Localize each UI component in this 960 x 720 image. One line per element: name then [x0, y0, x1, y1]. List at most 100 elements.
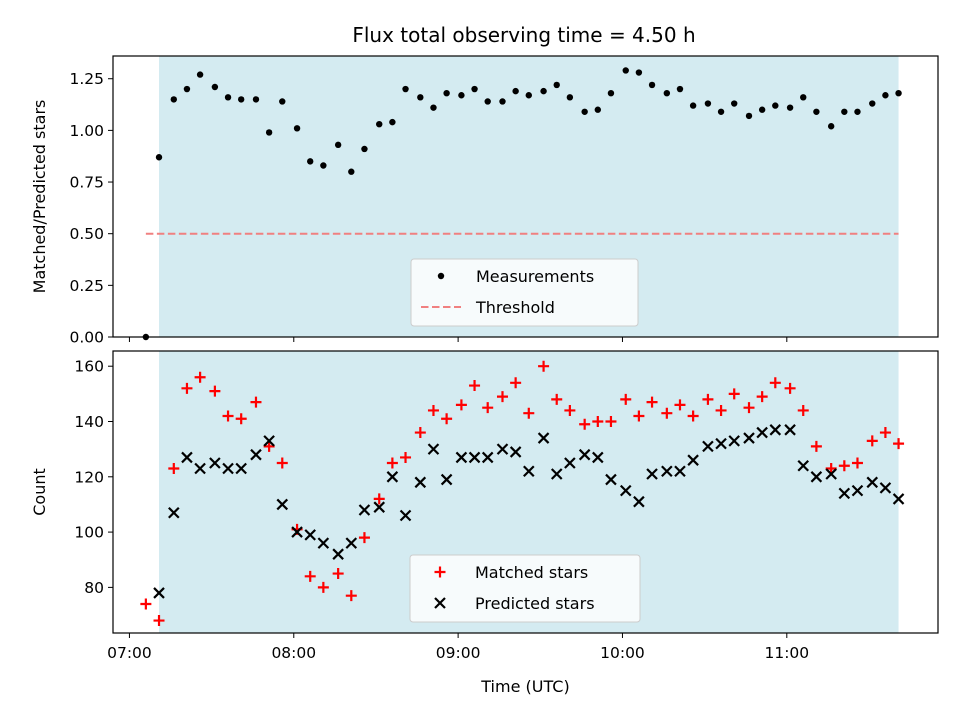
x-tick-label: 07:00	[107, 644, 152, 662]
matched-stars-point	[469, 380, 481, 392]
predicted-stars-point	[509, 446, 522, 458]
matched-stars-point	[810, 440, 822, 452]
predicted-stars-point	[468, 451, 481, 464]
legend-entry-measurements: Measurements	[437, 267, 594, 286]
measurement-point	[882, 92, 889, 99]
measurement-point	[841, 108, 848, 115]
x-tick-label: 09:00	[436, 644, 481, 662]
matched-stars-point	[140, 598, 152, 610]
predicted-stars-point	[838, 487, 851, 500]
matched-stars-point	[168, 463, 180, 474]
matched-stars-point	[866, 435, 878, 447]
predicted-stars-point	[646, 468, 658, 480]
legend-label-measurements: Measurements	[476, 267, 594, 286]
matched-stars-point	[784, 382, 796, 394]
matched-stars-point	[538, 360, 550, 372]
matched-stars-point	[620, 393, 632, 405]
matched-stars-point	[276, 457, 288, 469]
matched-stars-point	[797, 404, 809, 416]
measurement-point	[827, 123, 835, 130]
predicted-stars-point	[825, 468, 837, 480]
top-y-tick-label: 0.50	[69, 225, 104, 243]
top-y-tick-label: 1.25	[69, 70, 104, 88]
measurement-point	[772, 102, 779, 109]
predicted-stars-point	[373, 501, 386, 513]
top-y-tick-label: 0.00	[69, 329, 104, 347]
predicted-stars-point	[153, 587, 165, 599]
measurement-point	[635, 69, 643, 76]
legend-entry-predicted-stars: Predicted stars	[434, 594, 595, 613]
matched-stars-point	[633, 410, 645, 422]
predicted-stars-point	[250, 448, 262, 461]
matched-stars-point	[304, 570, 316, 582]
top-panel-ylabel: Matched/Predicted stars	[30, 100, 49, 294]
legend-entry-matched-stars: Matched stars	[434, 563, 588, 582]
measurement-point	[622, 67, 629, 74]
predicted-stars-point	[866, 476, 879, 489]
matched-stars-point	[743, 402, 755, 414]
predicted-stars-point	[414, 476, 427, 489]
matched-stars-point	[510, 377, 522, 389]
predicted-stars-point	[715, 437, 727, 450]
measurement-point	[224, 94, 232, 101]
matched-stars-point	[646, 396, 658, 408]
matched-stars-point	[523, 407, 535, 419]
matched-stars-point	[250, 396, 262, 408]
predicted-stars-point	[317, 537, 330, 549]
matched-stars-point	[181, 382, 193, 394]
measurement-point	[307, 158, 314, 165]
measurement-point	[758, 106, 766, 113]
bottom-panel-frame	[112, 350, 939, 634]
measurement-point	[348, 168, 355, 175]
top-panel-frame	[112, 55, 939, 338]
measurement-point	[566, 94, 574, 101]
matched-stars-point	[687, 410, 699, 422]
predicted-stars-point	[728, 435, 740, 447]
measurement-point	[443, 89, 450, 97]
legend-swatch-measurements	[437, 272, 445, 280]
measurement-point	[334, 141, 342, 149]
predicted-stars-point	[810, 471, 823, 483]
predicted-stars-point	[756, 426, 768, 439]
measurement-point	[607, 89, 615, 97]
bottom-legend-box	[409, 554, 641, 623]
matched-stars-point	[605, 416, 617, 427]
matched-stars-point	[386, 457, 398, 469]
measurement-point	[155, 154, 163, 161]
matched-stars-point	[728, 388, 740, 400]
x-axis-title: Time (UTC)	[480, 677, 569, 696]
matched-stars-point	[373, 493, 385, 505]
measurement-point	[854, 108, 861, 115]
measurement-point	[869, 100, 876, 107]
measurement-point	[676, 85, 684, 93]
measurement-point	[525, 92, 532, 99]
predicted-stars-point	[168, 506, 180, 519]
legend-marker	[434, 597, 446, 609]
matched-stars-point	[222, 410, 234, 422]
matched-stars-point	[838, 460, 850, 472]
matched-stars-point	[496, 391, 508, 403]
top-legend: Measurements Threshold	[410, 258, 639, 327]
predicted-stars-point	[263, 435, 275, 447]
matched-stars-point	[702, 393, 714, 405]
predicted-stars-point	[481, 451, 494, 464]
legend-label-matched-stars: Matched stars	[475, 563, 588, 582]
matched-stars-point	[414, 427, 426, 439]
predicted-stars-point	[661, 465, 673, 478]
top-y-tick-label: 0.25	[69, 277, 104, 295]
measurement-point	[663, 89, 671, 97]
measurement-point	[458, 92, 465, 99]
predicted-stars-point	[797, 459, 810, 472]
legend-entry-threshold: Threshold	[421, 298, 555, 317]
predicted-stars-point	[399, 509, 412, 522]
measurement-point	[800, 94, 807, 101]
legend-label-predicted-stars: Predicted stars	[475, 594, 595, 613]
measurement-point	[594, 106, 602, 113]
matched-stars-point	[674, 399, 686, 411]
matched-stars-point	[715, 404, 727, 416]
legend-swatch-predicted-stars	[434, 597, 446, 609]
predicted-stars-point	[304, 529, 316, 541]
measurement-point	[813, 108, 820, 115]
matched-stars-point	[592, 416, 604, 427]
